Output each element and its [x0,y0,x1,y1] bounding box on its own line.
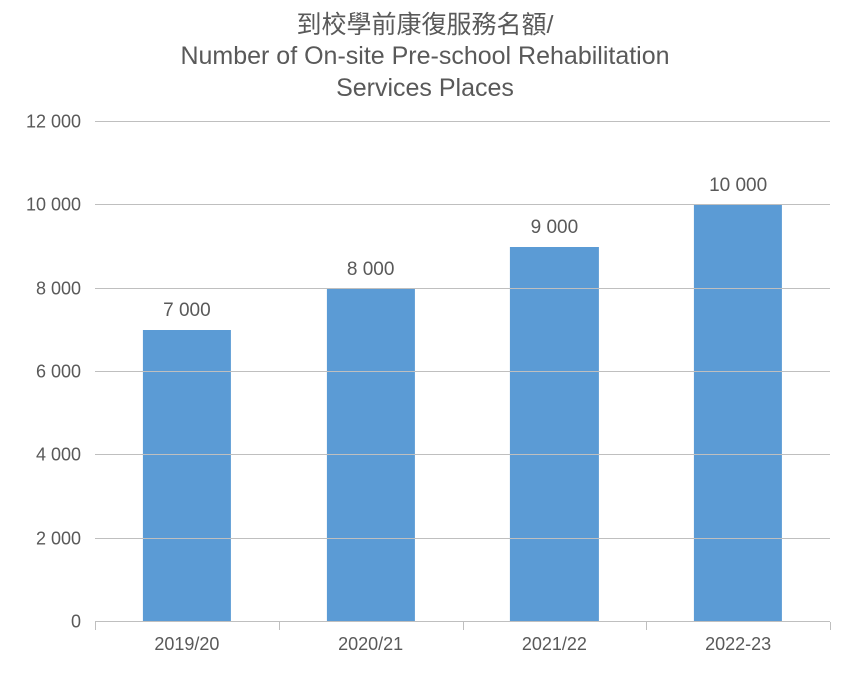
gridline [95,454,830,455]
xtick-mark [830,622,831,630]
xtick-mark [95,622,96,630]
title-line-2: Number of On-site Pre-school Rehabilitat… [0,41,850,72]
gridline [95,204,830,205]
bar-value-label: 7 000 [163,300,211,322]
xtick-mark [646,622,647,630]
xtick-label: 2019/20 [154,634,219,655]
gridline [95,371,830,372]
gridline [95,288,830,289]
title-line-1: 到校學前康復服務名額/ [0,10,850,41]
bar: 10 000 [694,205,782,622]
plot-area: 7 0002019/208 0002020/219 0002021/2210 0… [95,122,830,622]
ytick-label: 4 000 [36,445,81,466]
xtick-label: 2022-23 [705,634,771,655]
chart-container: 到校學前康復服務名額/ Number of On-site Pre-school… [0,0,850,685]
bars-row: 7 0002019/208 0002020/219 0002021/2210 0… [95,122,830,622]
bar-slot: 8 0002020/21 [279,122,463,622]
bar-value-label: 8 000 [347,259,395,281]
gridline [95,121,830,122]
bar-value-label: 10 000 [709,175,767,197]
title-line-3: Services Places [0,73,850,104]
ytick-label: 0 [71,612,81,633]
ytick-label: 8 000 [36,278,81,299]
xtick-label: 2021/22 [522,634,587,655]
ytick-label: 12 000 [26,112,81,133]
xtick-mark [279,622,280,630]
ytick-label: 2 000 [36,528,81,549]
bar-slot: 10 0002022-23 [646,122,830,622]
bar-value-label: 9 000 [531,217,579,239]
bar-slot: 9 0002021/22 [463,122,647,622]
xtick-mark [463,622,464,630]
bar-slot: 7 0002019/20 [95,122,279,622]
bar: 7 000 [143,330,231,622]
chart-title: 到校學前康復服務名額/ Number of On-site Pre-school… [0,0,850,104]
gridline [95,538,830,539]
bar: 9 000 [510,247,598,622]
xtick-label: 2020/21 [338,634,403,655]
ytick-label: 6 000 [36,362,81,383]
ytick-label: 10 000 [26,195,81,216]
